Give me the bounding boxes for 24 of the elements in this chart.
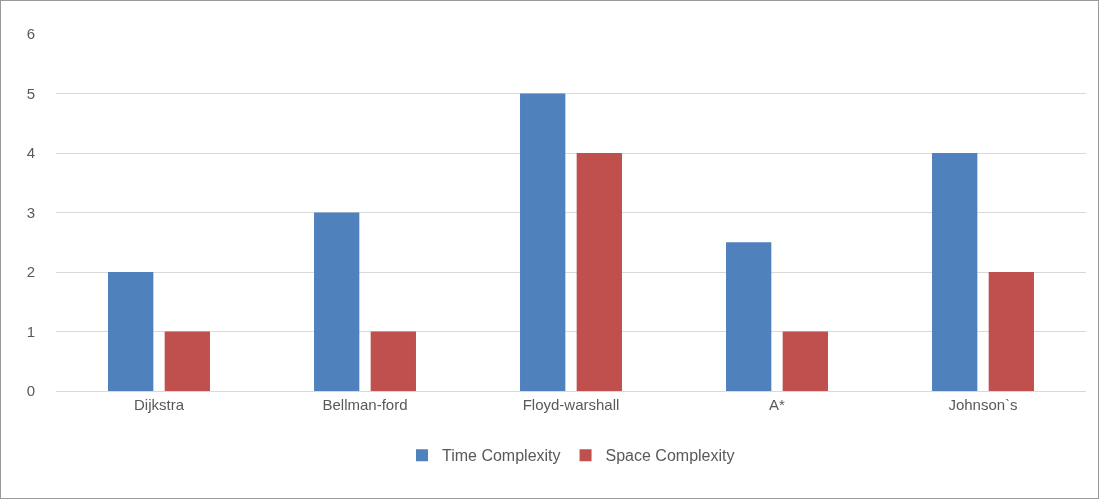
bar — [164, 331, 210, 391]
bar — [314, 212, 360, 391]
bar — [370, 331, 416, 391]
legend-label: Space Complexity — [605, 447, 735, 465]
y-tick-label: 2 — [26, 263, 35, 281]
bar — [726, 242, 772, 391]
bar — [782, 331, 828, 391]
bar — [108, 272, 154, 391]
bar — [988, 272, 1034, 391]
bar — [932, 153, 978, 391]
y-tick-label: 3 — [26, 203, 35, 221]
x-tick-label: Johnson`s — [948, 396, 1018, 413]
bar — [520, 93, 566, 391]
legend-label: Time Complexity — [442, 447, 561, 465]
y-tick-label: 6 — [26, 25, 35, 43]
x-tick-label: Bellman-ford — [322, 396, 408, 413]
bar — [576, 153, 622, 391]
y-tick-label: 4 — [26, 144, 35, 162]
y-tick-label: 0 — [26, 382, 35, 400]
y-tick-label: 1 — [26, 322, 35, 340]
y-tick-label: 5 — [26, 84, 35, 102]
x-tick-label: Dijkstra — [133, 396, 185, 413]
x-tick-label: A* — [769, 396, 786, 413]
x-tick-label: Floyd-warshall — [522, 396, 620, 413]
